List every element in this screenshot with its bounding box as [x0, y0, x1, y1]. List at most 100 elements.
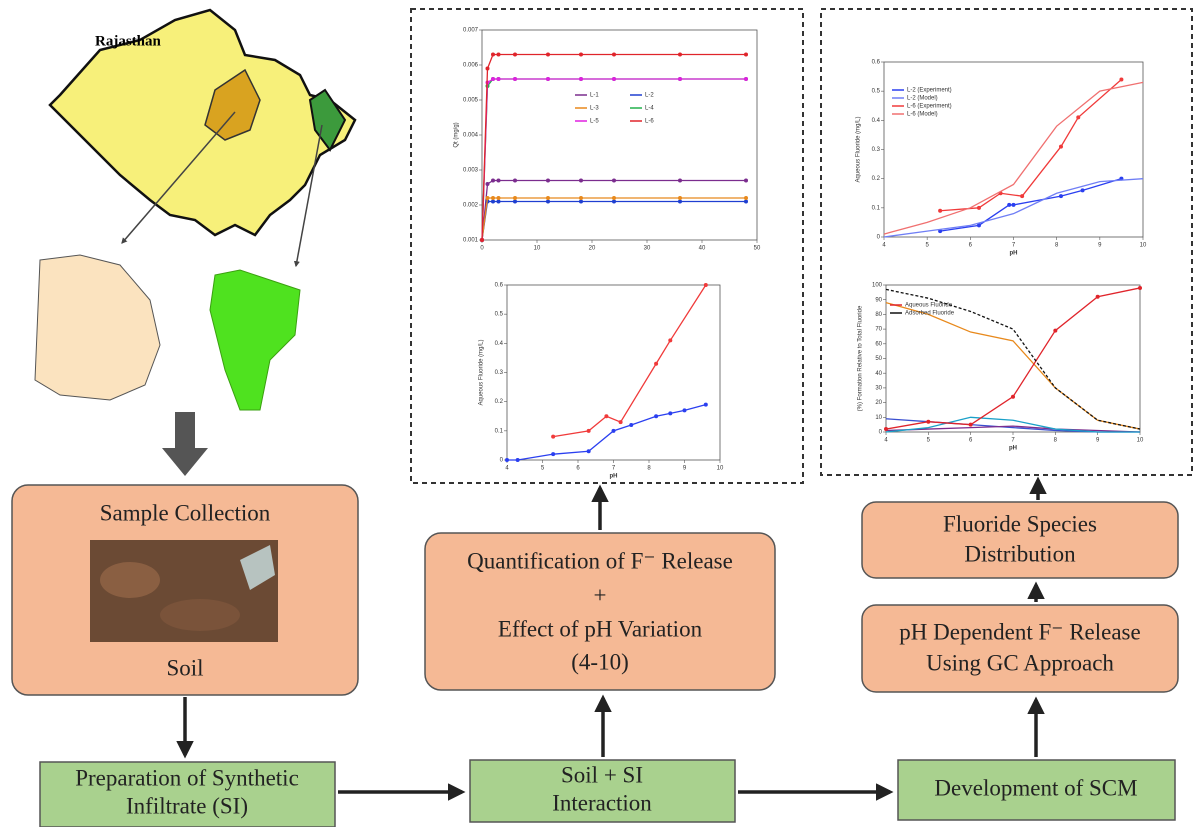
data-point	[513, 77, 517, 81]
data-point	[505, 458, 509, 462]
y-tick-label: 0.005	[463, 98, 479, 104]
legend-label: L-2 (Experiment)	[907, 88, 952, 94]
y-tick-label: 100	[872, 283, 883, 289]
big-arrow	[162, 412, 208, 476]
data-point	[579, 200, 583, 204]
x-tick-label: 7	[1011, 438, 1015, 444]
data-point	[977, 206, 981, 210]
graphical-abstract: Rajasthan Sample Collection Soil Prepara…	[0, 0, 1201, 827]
charts: 010203040500.0010.0020.0030.0040.0050.00…	[454, 28, 1147, 480]
x-tick-label: 10	[1137, 438, 1144, 444]
y-tick-label: 0.3	[495, 370, 504, 376]
y-tick-label: 80	[875, 312, 882, 318]
data-point	[497, 77, 501, 81]
data-point	[668, 338, 672, 342]
y-tick-label: 10	[875, 415, 882, 421]
data-point	[497, 179, 501, 183]
data-point	[587, 449, 591, 453]
y-tick-label: 30	[875, 385, 882, 391]
y-tick-label: 0.5	[872, 89, 881, 95]
legend-label: L-2 (Model)	[907, 96, 938, 102]
process-box	[862, 605, 1178, 692]
data-point	[744, 200, 748, 204]
region-shape	[35, 255, 160, 400]
data-point	[546, 196, 550, 200]
data-point	[497, 200, 501, 204]
y-tick-label: 20	[875, 400, 882, 406]
x-tick-label: 5	[927, 438, 931, 444]
data-point	[744, 179, 748, 183]
data-point	[1059, 145, 1063, 149]
data-point	[516, 458, 520, 462]
data-point	[546, 53, 550, 57]
x-tick-label: 6	[969, 243, 973, 249]
soil-photo	[100, 562, 160, 598]
y-tick-label: 0.001	[463, 238, 479, 244]
x-tick-label: 6	[969, 438, 973, 444]
data-point	[678, 77, 682, 81]
data-point	[884, 427, 888, 431]
data-point	[486, 67, 490, 71]
y-tick-label: 90	[875, 297, 882, 303]
box-caption: Soil	[166, 655, 203, 680]
data-point	[704, 283, 708, 287]
region-shape	[210, 270, 300, 410]
x-axis-label: pH	[1009, 446, 1017, 452]
data-point	[612, 179, 616, 183]
x-tick-label: 9	[1098, 243, 1102, 249]
box-text: +	[594, 582, 607, 607]
data-point	[969, 423, 973, 427]
data-point	[491, 77, 495, 81]
x-tick-label: 7	[1012, 243, 1016, 249]
x-tick-label: 7	[612, 466, 616, 472]
box-text: Using GC Approach	[926, 650, 1114, 675]
data-point	[513, 53, 517, 57]
data-point	[551, 435, 555, 439]
data-point	[612, 429, 616, 433]
data-point	[579, 196, 583, 200]
box-text: Preparation of Synthetic	[75, 765, 299, 790]
y-axis-label: Aqueous Fluoride (mg/L)	[479, 339, 485, 405]
data-point	[1020, 194, 1024, 198]
data-point	[619, 420, 623, 424]
y-tick-label: 0.4	[495, 341, 504, 347]
data-point	[678, 196, 682, 200]
x-tick-label: 4	[884, 438, 888, 444]
data-point	[1138, 286, 1142, 290]
y-tick-label: 0.1	[872, 205, 881, 211]
y-axis-label: Qt (mg/g)	[454, 122, 460, 147]
data-point	[612, 196, 616, 200]
data-point	[612, 77, 616, 81]
box-text: Soil + SI	[561, 762, 643, 787]
x-tick-label: 8	[1055, 243, 1059, 249]
y-tick-label: 0	[500, 458, 504, 464]
y-tick-label: 0.003	[463, 168, 479, 174]
data-point	[486, 182, 490, 186]
y-tick-label: 40	[875, 371, 882, 377]
box-text: Fluoride Species	[943, 511, 1097, 536]
data-point	[491, 179, 495, 183]
data-point	[926, 420, 930, 424]
data-point	[491, 200, 495, 204]
data-point	[654, 414, 658, 418]
box-text: (4-10)	[571, 649, 628, 674]
data-point	[629, 423, 633, 427]
x-tick-label: 20	[589, 246, 596, 252]
map-title: Rajasthan	[95, 33, 162, 49]
y-tick-label: 0.1	[495, 428, 504, 434]
flow: Sample Collection Soil Preparation of Sy…	[12, 480, 1178, 827]
box-text: Effect of pH Variation	[498, 616, 703, 641]
data-point	[579, 179, 583, 183]
box-text: pH Dependent F⁻ Release	[899, 619, 1140, 644]
data-point	[579, 77, 583, 81]
x-tick-label: 8	[1054, 438, 1058, 444]
y-tick-label: 0.3	[872, 147, 881, 153]
data-point	[1012, 203, 1016, 207]
y-tick-label: 0.2	[872, 176, 881, 182]
y-tick-label: 70	[875, 327, 882, 333]
x-tick-label: 10	[534, 246, 541, 252]
data-point	[744, 196, 748, 200]
legend-label: L-4	[645, 106, 654, 112]
x-tick-label: 30	[644, 246, 651, 252]
y-tick-label: 0.007	[463, 28, 479, 34]
